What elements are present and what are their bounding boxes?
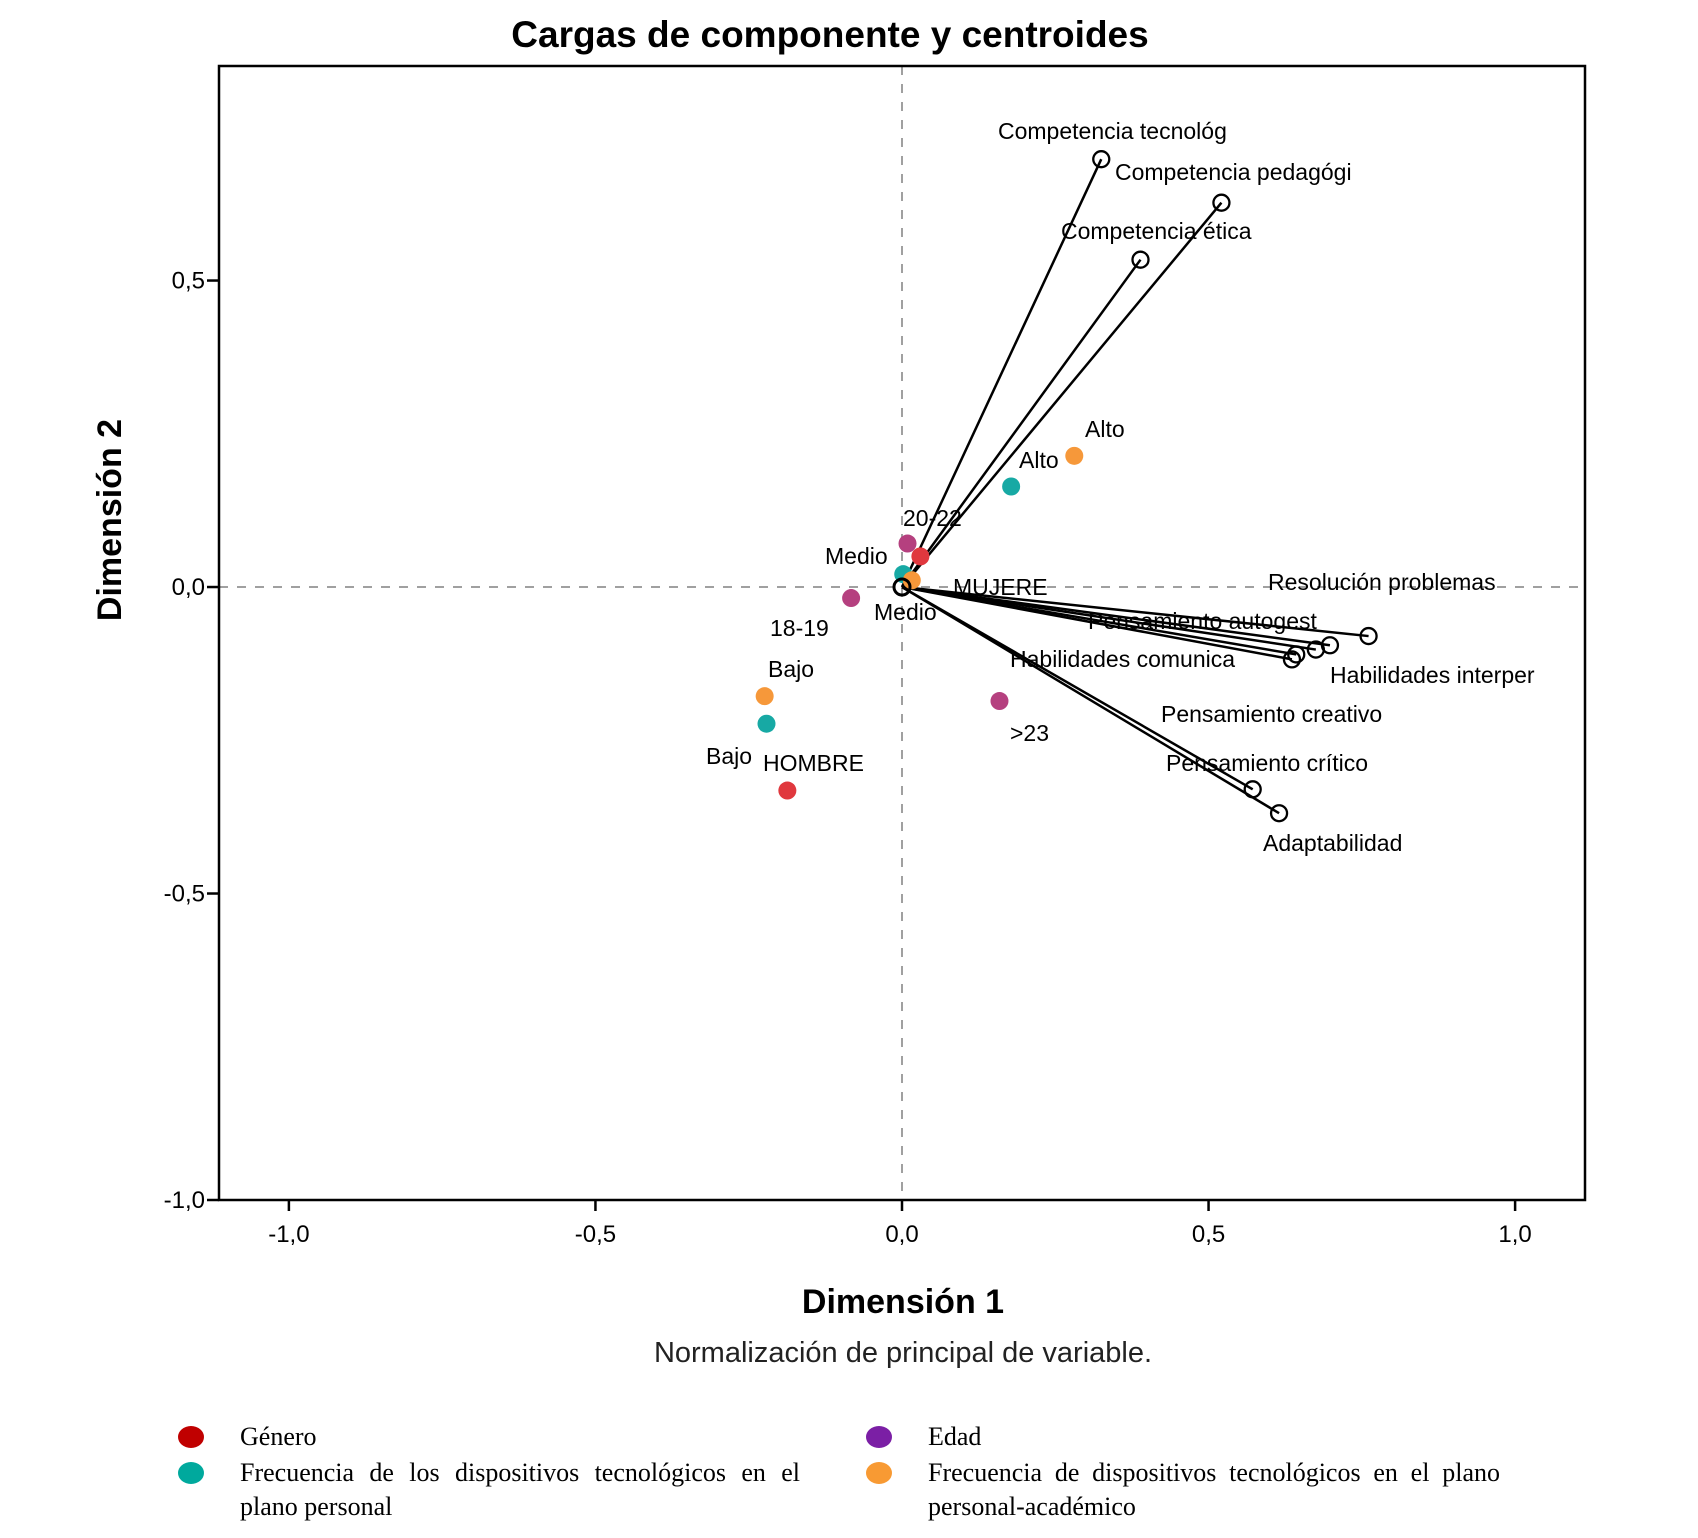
centroid-label: MUJERE <box>953 574 1048 600</box>
y-tick-label: -1,0 <box>164 1187 205 1214</box>
legend-label: Frecuencia de los dispositivos tecnológi… <box>240 1458 800 1521</box>
loading-label: Competencia ética <box>1061 218 1252 244</box>
centroid-label: 20-22 <box>903 505 962 531</box>
normalization-note: Normalización de principal de variable. <box>654 1337 1152 1369</box>
centroid-label: HOMBRE <box>763 750 864 776</box>
centroid-label: Bajo <box>768 656 814 682</box>
loading-point <box>1131 250 1150 269</box>
loading-label: Pensamiento autogest <box>1088 608 1317 634</box>
loading-vector <box>901 585 1331 647</box>
legend-label: Frecuencia de dispositivos tecnológicos … <box>928 1458 1500 1521</box>
loading-label: Resolución problemas <box>1268 569 1496 595</box>
loading-vector <box>901 585 1297 656</box>
centroid-point <box>1065 446 1084 465</box>
loading-vector <box>900 258 1142 588</box>
loading-point <box>1320 636 1340 655</box>
x-axis-label: Dimensión 1 <box>802 1283 1004 1321</box>
centroid-label: >23 <box>1010 720 1049 746</box>
loading-point <box>1243 780 1262 799</box>
x-tick-label: 0,5 <box>1192 1221 1225 1248</box>
loading-point <box>1092 150 1111 169</box>
centroid-point <box>842 589 861 608</box>
centroid-label: 18-19 <box>770 615 829 641</box>
legend-marker <box>178 1462 204 1484</box>
legend-item-frecuencia-personal-academico: Frecuencia de dispositivos tecnológicos … <box>866 1456 1500 1521</box>
x-tick-label: 1,0 <box>1498 1221 1531 1248</box>
loading-label: Competencia pedagógi <box>1115 159 1352 185</box>
legend-label: Edad <box>928 1422 982 1451</box>
centroid-point <box>898 534 917 553</box>
y-axis-label: Dimensión 2 <box>91 419 129 621</box>
centroid-label: Alto <box>1085 416 1125 442</box>
loading-label: Habilidades interper <box>1330 662 1535 688</box>
loading-label: Adaptabilidad <box>1263 830 1402 856</box>
legend-marker <box>866 1462 892 1484</box>
centroid-label: Medio <box>825 543 888 569</box>
loading-vector <box>901 201 1223 588</box>
centroid-label: Medio <box>874 599 937 625</box>
y-tick-label: 0,0 <box>172 574 205 601</box>
centroid-label: Alto <box>1019 447 1059 473</box>
loading-label: Habilidades comunica <box>1010 646 1235 672</box>
loading-point <box>1287 645 1306 664</box>
loading-point <box>1282 650 1302 669</box>
centroid-point <box>778 781 797 800</box>
origin-marker <box>892 577 912 597</box>
centroid-point <box>755 687 774 706</box>
legend-item-genero: Género <box>178 1420 317 1451</box>
x-tick-label: -0,5 <box>575 1221 616 1248</box>
centroid-point <box>902 571 921 590</box>
centroid-point <box>757 714 776 733</box>
y-tick-label: 0,5 <box>172 268 205 295</box>
legend-marker <box>866 1426 892 1448</box>
loading-vector <box>900 158 1103 588</box>
centroid-point <box>1002 477 1021 496</box>
loading-vector <box>901 585 1369 638</box>
loading-label: Competencia tecnológ <box>998 118 1227 144</box>
loading-label: Pensamiento creativo <box>1161 701 1382 727</box>
y-tick-label: -0,5 <box>164 881 205 908</box>
loading-point <box>1359 626 1378 646</box>
legend-item-frecuencia-personal: Frecuencia de los dispositivos tecnológi… <box>178 1456 800 1521</box>
loading-label: Pensamiento crítico <box>1166 750 1368 776</box>
x-tick-label: 0,0 <box>885 1221 918 1248</box>
chart-title: Cargas de componente y centroides <box>511 14 1148 55</box>
loading-point <box>1269 804 1289 823</box>
centroid-point <box>911 547 930 566</box>
legend-item-edad: Edad <box>866 1420 981 1451</box>
loading-point <box>1212 193 1231 212</box>
legend-marker <box>178 1426 204 1448</box>
centroid-label: Bajo <box>706 743 752 769</box>
centroid-point <box>990 692 1009 711</box>
x-tick-label: -1,0 <box>268 1221 309 1248</box>
legend-label: Género <box>240 1422 317 1451</box>
loading-vector <box>901 585 1280 815</box>
